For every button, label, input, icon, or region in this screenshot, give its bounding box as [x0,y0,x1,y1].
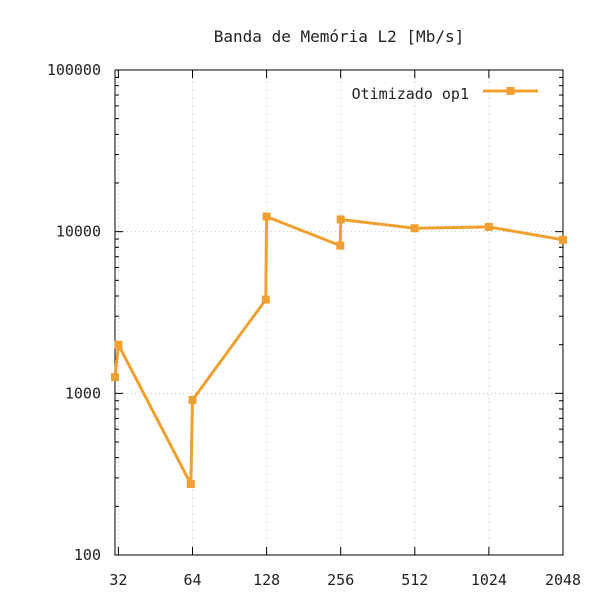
plot-frame [114,69,564,556]
y-tick-label: 100000 [47,61,101,79]
x-tick-label: 2048 [545,571,581,589]
data-point-marker [114,340,123,349]
data-point-marker [188,395,197,404]
axes: 32 64 128 256 512 1024 2048 100 1000 10000 100000 [47,61,581,589]
x-tick-label: 128 [253,571,280,589]
legend-label: Otimizado op1 [352,85,469,103]
series-line [113,215,564,486]
y-tick-label: 10000 [56,223,101,241]
data-point-marker [484,222,493,231]
data-point-marker [336,241,345,250]
data-point-marker [558,235,567,244]
data-point-marker [336,215,345,224]
y-tick-label: 100 [74,546,101,564]
x-tick-label: 512 [401,571,428,589]
x-tick-label: 1024 [471,571,507,589]
legend: Otimizado op1 [352,85,538,103]
x-tick-label: 32 [109,571,127,589]
y-tick-label: 1000 [65,384,101,402]
data-point-marker [186,479,195,488]
legend-marker [506,87,515,95]
chart-title: Banda de Memória L2 [Mb/s] [214,27,464,46]
x-tick-label: 64 [183,571,201,589]
data-point-marker [262,212,271,221]
data-point-marker [261,295,270,304]
grid [115,70,563,555]
series-layer [111,212,567,488]
data-point-marker [111,373,119,382]
data-point-marker [410,224,419,233]
x-tick-label: 256 [327,571,354,589]
